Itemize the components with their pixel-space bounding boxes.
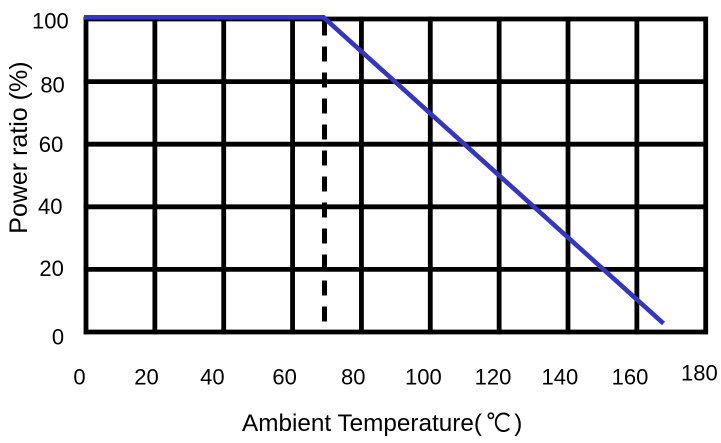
- svg-text:60: 60: [272, 364, 296, 389]
- svg-text:0: 0: [73, 364, 85, 389]
- svg-text:20: 20: [39, 256, 63, 281]
- svg-text:120: 120: [475, 364, 512, 389]
- svg-text:40: 40: [200, 364, 224, 389]
- svg-text:160: 160: [612, 364, 649, 389]
- svg-text:): ): [514, 410, 522, 437]
- svg-text:80: 80: [40, 73, 64, 98]
- svg-text:140: 140: [542, 364, 579, 389]
- svg-text:Ambient Temperature(: Ambient Temperature(: [242, 410, 482, 437]
- svg-text:100: 100: [32, 9, 69, 34]
- svg-text:Power ratio (%): Power ratio (%): [5, 61, 33, 233]
- svg-text:80: 80: [341, 364, 365, 389]
- svg-text:20: 20: [134, 364, 158, 389]
- svg-text:0: 0: [52, 325, 64, 350]
- svg-text:100: 100: [405, 364, 442, 389]
- svg-text:40: 40: [38, 194, 62, 219]
- svg-text:180: 180: [681, 360, 718, 385]
- svg-text:60: 60: [39, 132, 63, 157]
